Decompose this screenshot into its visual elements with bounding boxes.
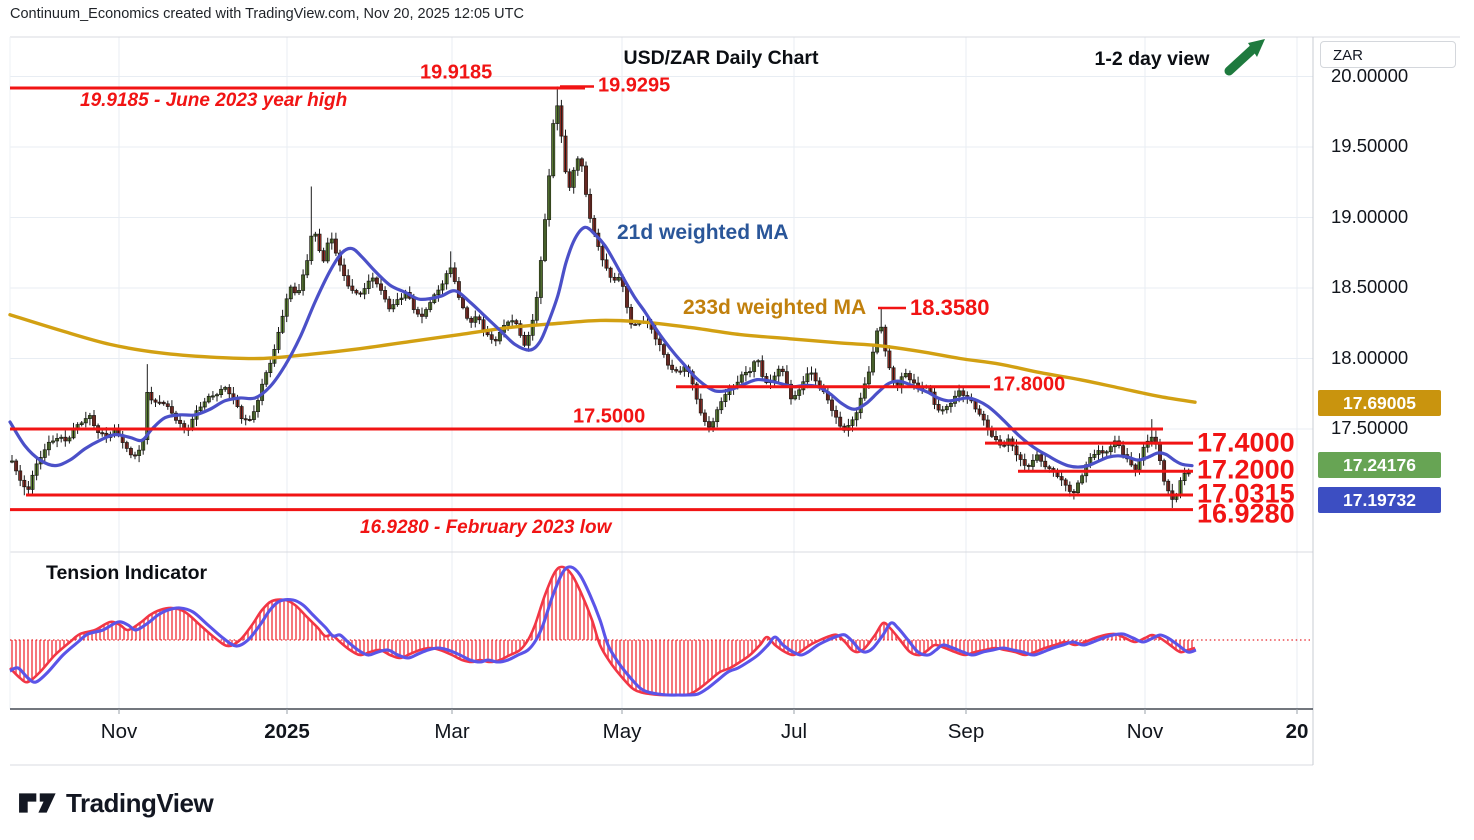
time-axis-label: 2025 [264,720,310,743]
price-axis-tick: 19.50000 [1331,135,1409,156]
level-label: 17.0315 [1197,478,1295,509]
price-axis-tick: 20.00000 [1331,64,1409,86]
price-badge: 17.19732 [1318,487,1441,513]
price-axis-tick: 19.00000 [1331,205,1409,227]
time-axis-label: May [602,720,642,743]
level-label: 17.5000 [573,405,646,428]
level-annotation: 16.9280 - February 2023 low [360,517,612,538]
level-label: 17.8000 [993,373,1066,396]
level-label: 19.9185 [420,61,493,84]
ma-label: 233d weighted MA [683,296,867,319]
level-label: 17.4000 [1197,427,1295,458]
view-horizon-label: 1-2 day view [1094,48,1210,70]
tradingview-logo-icon [19,793,56,813]
tradingview-logo-text: TradingView [66,787,214,818]
level-label: 19.9295 [598,74,671,97]
level-label: 17.2000 [1197,454,1295,485]
level-annotation: 19.9185 - June 2023 year high [80,90,348,111]
price-axis-tick: 18.00000 [1331,346,1409,368]
tension-indicator-label: Tension Indicator [46,562,208,584]
grid-layer [10,37,1313,709]
tradingview-logo[interactable]: TradingView [17,786,214,820]
time-axis-label: Mar [434,720,470,743]
pane-borders [9,36,1460,766]
price-badge: 17.69005 [1318,390,1441,416]
time-axis-label: Nov [100,720,138,743]
time-axis-label: Nov [1126,720,1164,743]
time-axis-label: Jul [780,720,808,743]
time-axis-label: Sep [947,720,985,743]
price-axis-tick: 17.50000 [1331,417,1409,438]
currency-scale-button[interactable]: ZAR [1320,41,1456,68]
up-trend-arrow-icon [1222,36,1268,83]
chart-credit: Continuum_Economics created with Trading… [10,6,524,22]
ma-label: 21d weighted MA [617,221,789,244]
ma-233d-line [8,313,1197,404]
candles-layer [10,105,1191,500]
chart-title: USD/ZAR Daily Chart [623,47,819,69]
ma-21d-line [8,225,1194,469]
level-label: 18.3580 [910,295,990,320]
level-lines [10,85,1193,512]
price-axis-tick: 18.50000 [1331,276,1409,297]
tension-slow-line [9,565,1197,697]
price-badge: 17.24176 [1318,452,1441,478]
tension-fast-line [9,565,1196,697]
time-axis-label: 20 [1285,720,1309,743]
level-label: 16.9280 [1197,498,1295,529]
